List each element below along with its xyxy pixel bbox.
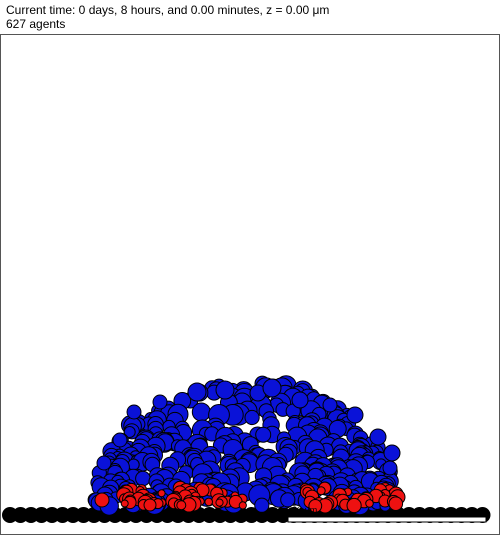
blue-cell <box>346 406 364 424</box>
scale-bar-rect <box>287 516 487 523</box>
blue-cell <box>96 455 112 471</box>
blue-cells <box>87 375 402 516</box>
red-cell <box>157 489 166 498</box>
red-cell <box>308 499 323 513</box>
blue-cell <box>187 382 207 402</box>
red-cell <box>388 496 404 512</box>
agent-count-text: 627 agents <box>6 17 66 31</box>
blue-cell <box>123 426 136 438</box>
blue-cell <box>322 397 338 413</box>
blue-cell <box>369 428 387 446</box>
blue-cell <box>382 460 398 476</box>
blue-cell <box>191 402 211 422</box>
blue-cell <box>280 492 296 508</box>
blue-cell <box>383 444 401 462</box>
red-cell <box>316 486 326 496</box>
scale-bar: 20 μm <box>287 505 487 523</box>
header: Current time: 0 days, 8 hours, and 0.00 … <box>6 3 329 31</box>
blue-cell <box>126 404 142 420</box>
blue-cell <box>135 470 151 487</box>
red-cell <box>365 499 374 508</box>
scale-bar-label: 20 μm <box>292 505 317 515</box>
red-cell <box>176 500 187 511</box>
blue-cell <box>262 378 282 398</box>
red-cell <box>238 501 247 510</box>
blue-cell <box>244 409 260 426</box>
red-cell <box>215 498 224 507</box>
red-cell <box>143 498 157 512</box>
red-cell <box>346 497 362 514</box>
blue-cell <box>152 394 168 410</box>
red-cells <box>94 480 406 514</box>
blue-cell <box>112 432 128 448</box>
blue-cell <box>254 497 270 513</box>
blue-cell <box>255 426 272 443</box>
current-time-text: Current time: 0 days, 8 hours, and 0.00 … <box>6 3 330 17</box>
red-cell <box>120 499 129 508</box>
red-cell <box>94 492 110 508</box>
blue-cell <box>291 391 309 409</box>
blue-cell <box>215 380 235 400</box>
red-cell <box>204 497 213 507</box>
